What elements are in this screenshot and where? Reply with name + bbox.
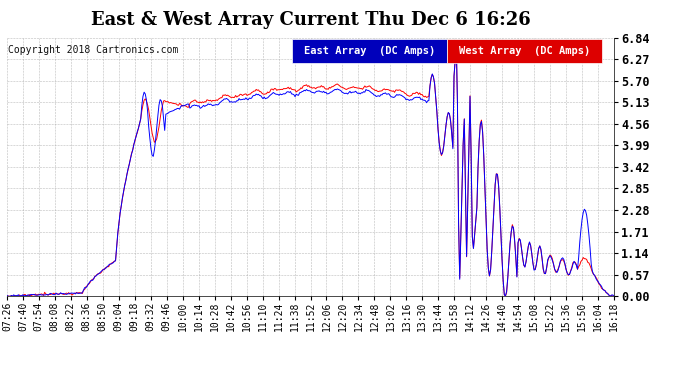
Text: East & West Array Current Thu Dec 6 16:26: East & West Array Current Thu Dec 6 16:2… [90,11,531,29]
Text: East Array  (DC Amps): East Array (DC Amps) [304,46,435,56]
FancyBboxPatch shape [447,39,602,63]
Text: West Array  (DC Amps): West Array (DC Amps) [459,46,590,56]
Text: Copyright 2018 Cartronics.com: Copyright 2018 Cartronics.com [8,45,179,55]
FancyBboxPatch shape [293,39,447,63]
